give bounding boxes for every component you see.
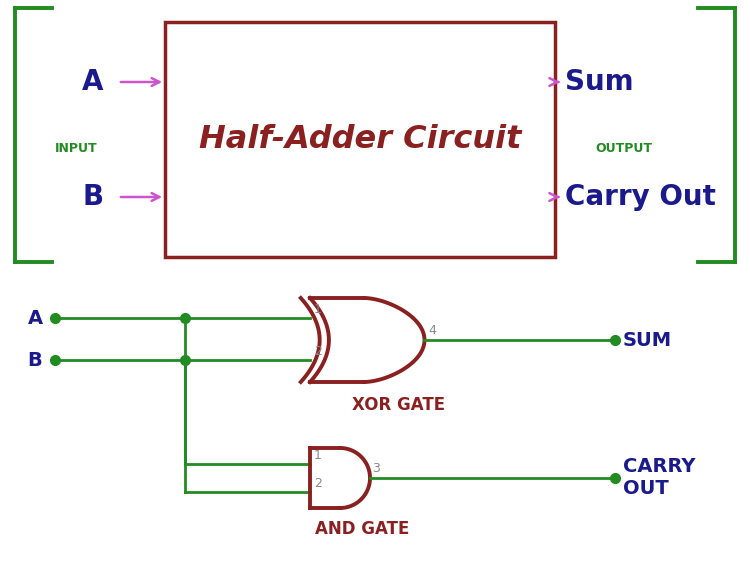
Text: Half-Adder Circuit: Half-Adder Circuit bbox=[199, 124, 521, 155]
Text: 4: 4 bbox=[428, 324, 436, 337]
Text: Sum: Sum bbox=[565, 68, 634, 96]
Text: A: A bbox=[28, 309, 43, 328]
Text: 1: 1 bbox=[314, 449, 322, 462]
Text: B: B bbox=[82, 183, 104, 211]
Text: OUTPUT: OUTPUT bbox=[595, 142, 652, 154]
Text: INPUT: INPUT bbox=[55, 142, 98, 154]
Bar bbox=[165, 22, 555, 257]
Text: 2: 2 bbox=[314, 477, 322, 490]
Text: SUM: SUM bbox=[623, 331, 672, 350]
Text: AND GATE: AND GATE bbox=[315, 520, 410, 538]
Text: 2: 2 bbox=[314, 345, 322, 358]
Text: 3: 3 bbox=[372, 462, 380, 475]
Text: CARRY
OUT: CARRY OUT bbox=[623, 457, 695, 498]
Text: XOR GATE: XOR GATE bbox=[352, 396, 445, 414]
Text: 1: 1 bbox=[314, 303, 322, 316]
Text: Carry Out: Carry Out bbox=[565, 183, 716, 211]
Text: B: B bbox=[28, 351, 42, 369]
Text: A: A bbox=[82, 68, 104, 96]
